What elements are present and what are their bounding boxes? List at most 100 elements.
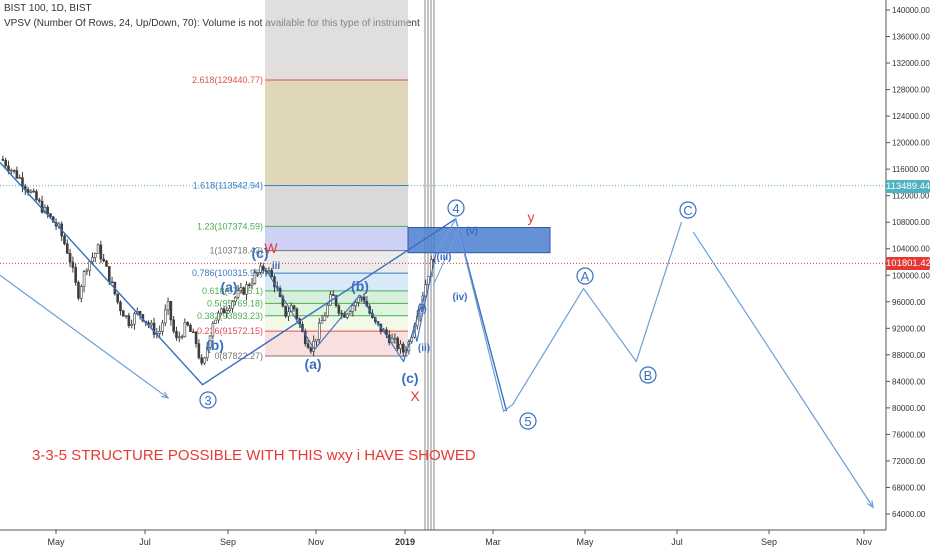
candle-body [29, 190, 33, 193]
candle-body [214, 319, 217, 324]
x-tick-label: Jul [139, 537, 151, 547]
y-tick-label: 132000.00 [892, 59, 930, 68]
candle-body [236, 290, 240, 298]
x-tick-label: 2019 [395, 537, 415, 547]
candle-body [91, 257, 94, 262]
candle-body [317, 322, 321, 340]
candle-body [205, 347, 209, 359]
fib-level-label: 1.23(107374.59) [197, 221, 263, 231]
candle-body [320, 320, 324, 324]
fib-zone-light [265, 250, 408, 274]
candle-body [222, 308, 226, 314]
candle-body [46, 206, 49, 215]
y-tick-label: 100000.00 [892, 271, 930, 280]
candle-body [197, 343, 201, 359]
wave-label: 5 [524, 414, 531, 429]
fib-zone-lavender [265, 226, 408, 251]
y-tick-label: 76000.00 [892, 430, 926, 439]
y-tick-label: 80000.00 [892, 404, 926, 413]
candle-body [138, 310, 142, 315]
wave-label-small: (v) [466, 226, 478, 237]
candle-body [4, 160, 7, 167]
y-tick-label: 136000.00 [892, 33, 930, 42]
candle-body [399, 343, 402, 349]
wave-line-impulse [403, 251, 437, 362]
wave-label: C [683, 203, 692, 218]
x-tick-label: Mar [485, 537, 501, 547]
candle-body [200, 357, 203, 364]
candle-body [93, 253, 97, 258]
x-tick-label: Nov [308, 537, 325, 547]
candle-body [172, 319, 175, 332]
candle-body [68, 253, 72, 263]
candle-body [267, 269, 271, 272]
candle-body [105, 260, 108, 267]
candle-body [253, 272, 257, 284]
candle-body [270, 269, 273, 278]
fib-level-label: 0(87822.27) [214, 351, 263, 361]
candle-body [303, 331, 307, 344]
symbol-title: BIST 100, 1D, BIST [4, 3, 92, 14]
wave-line-main [0, 162, 508, 412]
candle-body [21, 177, 24, 187]
candle-body [102, 258, 105, 262]
candle-body [130, 323, 133, 326]
candle-body [32, 190, 35, 193]
fib-zone-top [265, 0, 408, 81]
wave-label: (a) [304, 356, 321, 372]
candle-body [177, 336, 181, 339]
fib-level-label: 0.618(97645.1) [202, 286, 263, 296]
candle-body [74, 267, 77, 283]
candle-body [82, 271, 86, 287]
wave-label: 3 [204, 393, 211, 408]
candle-body [189, 324, 192, 333]
y-tick-label: 84000.00 [892, 377, 926, 386]
wave-label: (c) [251, 245, 268, 261]
candle-body [7, 165, 10, 172]
candle-body [390, 337, 394, 344]
fib-level-label: 1.618(113542.94) [193, 180, 263, 190]
structure-annotation: 3-3-5 STRUCTURE POSSIBLE WITH THIS wxy i… [32, 447, 476, 464]
wave-label: 4 [452, 201, 459, 216]
candle-body [186, 322, 189, 326]
candle-body [63, 235, 66, 245]
wave-label-small: iii [272, 261, 281, 272]
candle-body [77, 282, 80, 299]
candle-body [18, 177, 21, 179]
y-tick-label: 120000.00 [892, 139, 930, 148]
wave-line-projection-iv [432, 231, 458, 286]
candle-body [225, 310, 229, 314]
candle-body [180, 336, 184, 338]
price-tag-upper: 113489.44 [886, 179, 931, 193]
price-tag-current: 101801.42 [886, 257, 931, 271]
y-tick-label: 68000.00 [892, 483, 926, 492]
y-tick-label: 128000.00 [892, 86, 930, 95]
arrow-projection-down [692, 231, 874, 508]
candle-body [116, 293, 119, 303]
fib-level-label: 2.618(129440.77) [192, 75, 263, 85]
candle-body [256, 272, 259, 274]
candle-body [217, 312, 220, 321]
candle-body [158, 331, 161, 334]
fib-zone-pink [265, 331, 408, 357]
candle-body [340, 312, 343, 315]
candle-body [323, 315, 327, 321]
candle-body [175, 331, 178, 339]
candle-body [348, 311, 352, 315]
candle-body [354, 302, 357, 306]
candle-body [233, 296, 237, 302]
target-zone-box [407, 227, 551, 254]
candle-body [194, 331, 198, 344]
candle-body [203, 357, 206, 364]
y-tick-label: 64000.00 [892, 510, 926, 519]
wave-label: B [644, 368, 653, 383]
candle-body [152, 322, 156, 335]
wave-label-small: (ii) [418, 343, 430, 354]
y-tick-label: 104000.00 [892, 245, 930, 254]
y-tick-label: 88000.00 [892, 351, 926, 360]
candle-body [35, 191, 38, 201]
candle-body [259, 265, 262, 273]
wave-label-small: (i) [417, 304, 426, 315]
fib-zone-grey [265, 185, 408, 227]
